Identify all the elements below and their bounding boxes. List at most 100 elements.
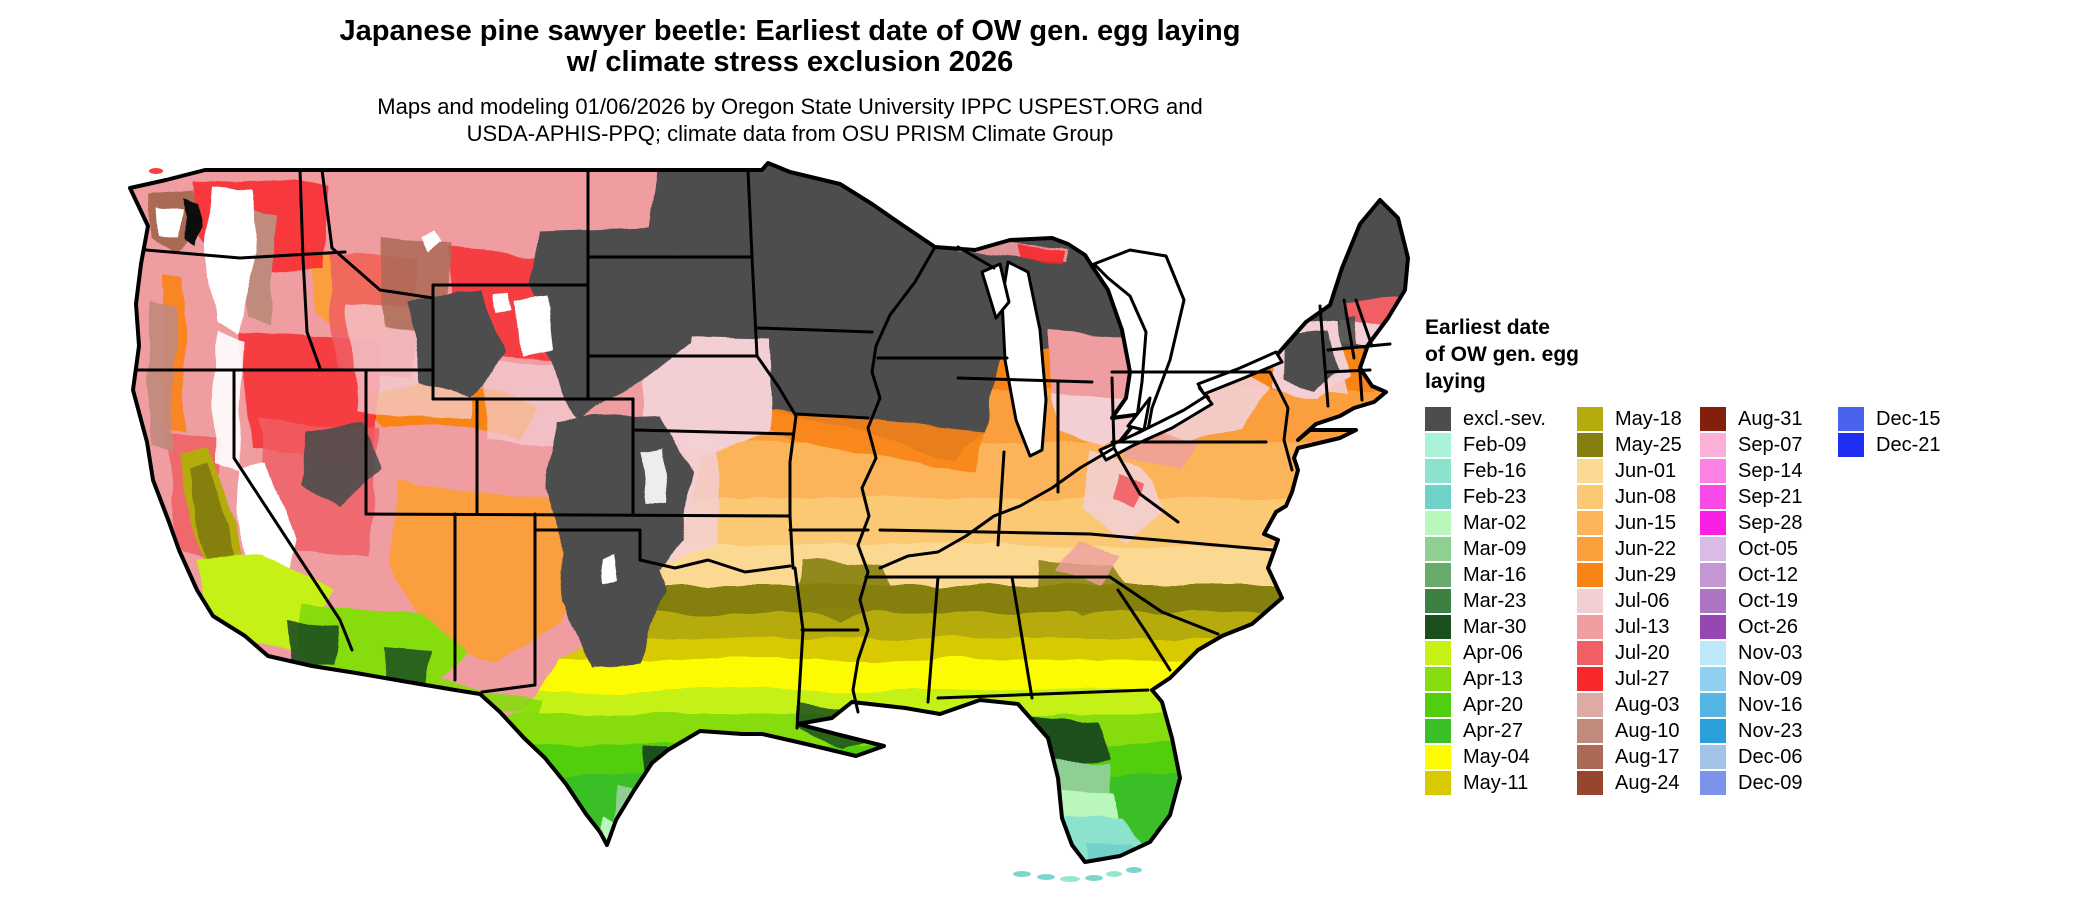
- legend-item: Oct-05: [1700, 536, 1803, 562]
- legend-label: Jun-01: [1615, 459, 1677, 482]
- legend-column-4: Dec-15 Dec-21: [1838, 406, 1940, 458]
- subtitle-line-1: Maps and modeling 01/06/2026 by Oregon S…: [377, 94, 1203, 119]
- map-patch: [206, 186, 258, 332]
- legend-label: May-18: [1615, 407, 1682, 430]
- legend-swatch: [1577, 563, 1603, 587]
- legend-label: Feb-16: [1463, 459, 1527, 482]
- legend-item: Apr-20: [1425, 692, 1546, 718]
- legend-column-2: May-18 May-25 Jun-01 Jun-08 Jun-15 Jun-22 Jun-…: [1577, 406, 1682, 796]
- legend-label: Apr-27: [1463, 719, 1524, 742]
- legend-label: Nov-16: [1738, 693, 1803, 716]
- legend-item: Jun-15: [1577, 510, 1682, 536]
- legend-item: May-04: [1425, 744, 1546, 770]
- map-raster-layer: [130, 163, 1408, 862]
- legend-swatch: [1425, 667, 1451, 691]
- legend-label: Jul-20: [1615, 641, 1670, 664]
- legend-label: Oct-05: [1738, 537, 1799, 560]
- legend-swatch: [1425, 719, 1451, 743]
- map-band-Apr-06: [130, 690, 1408, 714]
- legend-label: Aug-03: [1615, 693, 1680, 716]
- map-island: [1013, 871, 1031, 877]
- legend-item: Jul-20: [1577, 640, 1682, 666]
- map-patch: [516, 296, 552, 356]
- legend-swatch: [1577, 615, 1603, 639]
- legend-label: Dec-09: [1738, 771, 1803, 794]
- legend-label: Jul-06: [1615, 589, 1670, 612]
- legend-swatch: [1577, 485, 1603, 509]
- map-patch-Jul-13: [1058, 540, 1122, 586]
- map-attribution: Maps and modeling 01/06/2026 by Oregon S…: [0, 93, 1580, 147]
- legend-title-line-2: of OW gen. egg: [1425, 343, 1579, 366]
- legend-swatch: [1425, 459, 1451, 483]
- legend-label: Mar-16: [1463, 563, 1527, 586]
- subtitle-line-2: USDA-APHIS-PPQ; climate data from OSU PR…: [466, 121, 1114, 146]
- us-map-svg: [128, 161, 1410, 882]
- legend-label: Dec-06: [1738, 745, 1803, 768]
- header: Japanese pine sawyer beetle: Earliest da…: [0, 16, 1580, 147]
- legend-swatch: [1425, 485, 1451, 509]
- legend-swatch: [1700, 511, 1726, 535]
- map-island: [149, 168, 163, 174]
- map-patch-excl.-sev.: [530, 226, 700, 422]
- legend-label: Sep-21: [1738, 485, 1803, 508]
- legend-label: Jun-29: [1615, 563, 1677, 586]
- legend-item: May-25: [1577, 432, 1682, 458]
- map-patch-Mar-30: [288, 618, 340, 666]
- map-patch-excl.-sev.: [302, 422, 382, 506]
- legend-swatch: [1700, 485, 1726, 509]
- map-patch-Jul-27: [1018, 246, 1066, 264]
- legend-swatch: [1700, 771, 1726, 795]
- legend-swatch: [1425, 563, 1451, 587]
- legend-swatch: [1425, 407, 1451, 431]
- map-islands-layer: [149, 168, 1142, 882]
- legend-label: Feb-09: [1463, 433, 1527, 456]
- legend-swatch: [1577, 719, 1603, 743]
- legend-title-line-3: laying: [1425, 370, 1486, 393]
- legend-item: Jul-13: [1577, 614, 1682, 640]
- legend-swatch: [1425, 641, 1451, 665]
- legend-swatch: [1577, 641, 1603, 665]
- legend-label: Jun-15: [1615, 511, 1677, 534]
- legend-label: Aug-17: [1615, 745, 1680, 768]
- legend-label: Oct-12: [1738, 563, 1799, 586]
- title-line-2: w/ climate stress exclusion 2026: [566, 46, 1014, 78]
- legend-label: Oct-19: [1738, 589, 1799, 612]
- map-band-Apr-13: [130, 714, 1408, 746]
- legend-label: Jul-13: [1615, 615, 1670, 638]
- saginaw-bay: [1126, 396, 1152, 432]
- page-title: Japanese pine sawyer beetle: Earliest da…: [0, 16, 1580, 78]
- map-patch: [600, 556, 616, 584]
- legend-item: Aug-10: [1577, 718, 1682, 744]
- legend-swatch: [1577, 771, 1603, 795]
- map-patch-Aug-10: [148, 300, 174, 452]
- legend-item: Sep-28: [1700, 510, 1803, 536]
- legend-label: May-04: [1463, 745, 1530, 768]
- legend-label: Mar-23: [1463, 589, 1527, 612]
- map-patch-Mar-02: [1050, 790, 1120, 822]
- legend-item: Mar-16: [1425, 562, 1546, 588]
- legend-item: Mar-02: [1425, 510, 1546, 536]
- legend-item: Sep-07: [1700, 432, 1803, 458]
- legend-label: Aug-24: [1615, 771, 1680, 794]
- map-patch-Jun-29: [770, 408, 985, 470]
- legend-item: Jun-29: [1577, 562, 1682, 588]
- legend-swatch: [1425, 771, 1451, 795]
- legend-swatch: [1425, 745, 1451, 769]
- legend-title-line-1: Earliest date: [1425, 316, 1550, 339]
- legend-label: Oct-26: [1738, 615, 1799, 638]
- legend-item: Jun-01: [1577, 458, 1682, 484]
- legend-label: Nov-09: [1738, 667, 1803, 690]
- legend-swatch: [1700, 563, 1726, 587]
- map-patch-Jun-22: [388, 482, 592, 662]
- legend-item: Dec-15: [1838, 406, 1940, 432]
- legend-item: Nov-09: [1700, 666, 1803, 692]
- legend-item: May-18: [1577, 406, 1682, 432]
- legend-label: Dec-21: [1876, 433, 1941, 456]
- map-patch-excl.-sev.: [560, 526, 666, 668]
- legend-item: Aug-24: [1577, 770, 1682, 796]
- legend-swatch: [1425, 615, 1451, 639]
- legend-swatch: [1425, 433, 1451, 457]
- legend-swatch: [1425, 693, 1451, 717]
- legend-swatch: [1700, 537, 1726, 561]
- legend-item: Sep-21: [1700, 484, 1803, 510]
